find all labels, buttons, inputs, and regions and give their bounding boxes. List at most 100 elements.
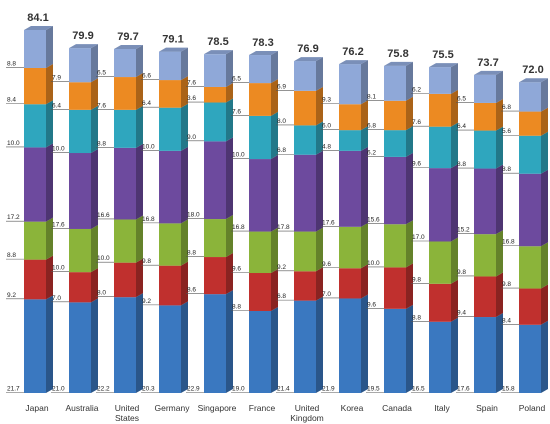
bar-segment: [429, 168, 451, 242]
bar-segment-side: [406, 126, 413, 157]
bar-segment: [159, 265, 181, 306]
bar-top: [159, 47, 188, 52]
category-label: Canada: [382, 403, 412, 413]
bar-segment-side: [451, 237, 458, 284]
bar-segment-side: [496, 230, 503, 277]
bar-segment-side: [451, 63, 458, 94]
bar-segment-side: [271, 227, 278, 274]
bar-segment: [204, 219, 226, 258]
bar-segment-side: [226, 98, 233, 142]
total-label: 78.5: [207, 36, 228, 48]
bar-segment-side: [541, 78, 548, 112]
bar-segment: [24, 30, 46, 68]
bar-segment-side: [496, 70, 503, 103]
data-label: 9.6: [412, 161, 421, 168]
bar-top: [294, 57, 323, 62]
data-label: 9.6: [232, 266, 241, 273]
bar-top: [474, 70, 503, 75]
bar-segment: [474, 317, 496, 393]
bar-segment-side: [136, 44, 143, 78]
data-label: 6.6: [142, 73, 151, 80]
data-label: 19.0: [232, 386, 245, 393]
bar-segment-side: [316, 267, 323, 301]
bar-segment-side: [271, 306, 278, 393]
bar-segment-side: [46, 217, 53, 260]
bar-segment: [294, 90, 316, 126]
data-label: 8.6: [187, 287, 196, 294]
bar-segment-side: [136, 293, 143, 393]
data-label: 8.8: [412, 314, 421, 321]
bar-segment: [159, 80, 181, 108]
data-label: 8.8: [187, 250, 196, 257]
data-label: 6.4: [52, 102, 61, 109]
bar-segment-side: [226, 82, 233, 103]
data-label: 16.8: [502, 239, 515, 246]
bar-top: [384, 61, 413, 66]
bar-segment-side: [226, 290, 233, 393]
bar-segment-side: [46, 295, 53, 393]
bar-segment-side: [226, 215, 233, 258]
bar-segment: [69, 228, 91, 273]
bar-segment: [339, 64, 361, 105]
data-label: 6.5: [232, 76, 241, 83]
bar-segment: [159, 51, 181, 81]
data-label: 9.6: [367, 301, 376, 308]
bar-segment: [294, 61, 316, 91]
bar-segment: [474, 234, 496, 277]
data-label: 9.6: [322, 261, 331, 268]
bar-segment: [114, 109, 136, 148]
data-label: 9.8: [502, 281, 511, 288]
bar-segment-side: [541, 169, 548, 247]
data-label: 19.5: [367, 386, 380, 393]
bar-segment: [114, 297, 136, 393]
bar-segment-side: [541, 284, 548, 325]
bar-segment-side: [46, 63, 53, 105]
bar-segment-side: [406, 61, 413, 101]
bar-top: [69, 44, 98, 49]
bar-segment: [384, 156, 406, 225]
data-label: 7.0: [322, 291, 331, 298]
total-label: 76.9: [297, 43, 318, 55]
bar-segment: [474, 74, 496, 103]
data-label: 6.8: [277, 293, 286, 300]
data-label: 17.2: [7, 214, 20, 221]
bar-segment-side: [91, 105, 98, 154]
category-label: United States: [115, 403, 140, 423]
bar-segment: [249, 231, 271, 274]
bar-segment-side: [271, 269, 278, 311]
category-label: Poland: [519, 403, 546, 413]
bar-segment: [114, 262, 136, 298]
bar-segment: [114, 147, 136, 220]
bar-segment: [339, 150, 361, 227]
data-label: 8.8: [7, 60, 16, 67]
total-label: 79.7: [117, 31, 138, 43]
bar-segment: [204, 54, 226, 87]
category-label: Korea: [341, 403, 364, 413]
bar-segment: [24, 67, 46, 105]
bar-segment-side: [496, 272, 503, 318]
bar-segment: [24, 299, 46, 393]
bar-top: [204, 50, 233, 55]
data-label: 17.6: [457, 386, 470, 393]
bar-segment: [249, 115, 271, 160]
data-label: 9.8: [412, 276, 421, 283]
bar-segment: [339, 268, 361, 299]
data-label: 21.9: [322, 386, 335, 393]
data-label: 16.5: [412, 386, 425, 393]
bar-segment-side: [46, 255, 53, 300]
data-label: 6.8: [367, 123, 376, 130]
bar-segment-side: [451, 164, 458, 242]
data-label: 6.4: [457, 123, 466, 130]
category-label: United Kingdom: [290, 403, 324, 423]
bar-segment: [474, 276, 496, 318]
bar-segment: [519, 246, 541, 289]
data-label: 17.0: [412, 234, 425, 241]
bar-segment-side: [361, 100, 368, 131]
category-label: Italy: [434, 403, 450, 413]
bar-segment: [69, 302, 91, 393]
bar-segment-side: [406, 304, 413, 393]
bar-segment-side: [316, 296, 323, 393]
total-label: 72.0: [522, 64, 543, 76]
data-label: 7.6: [187, 79, 196, 86]
